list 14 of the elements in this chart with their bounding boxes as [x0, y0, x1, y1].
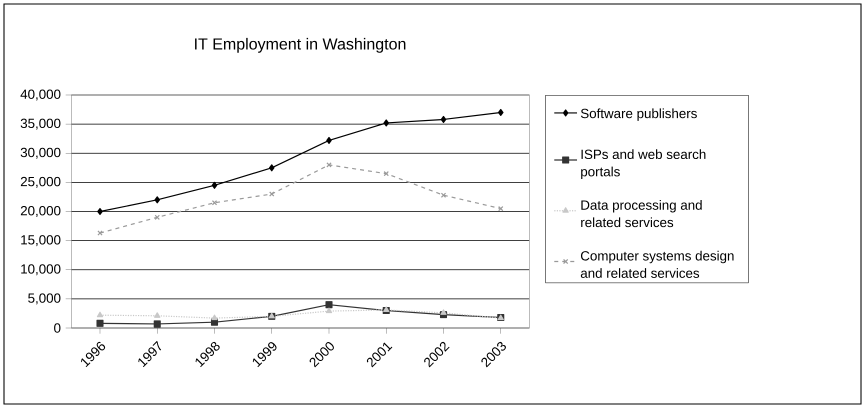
y-tick-label: 25,000	[20, 176, 60, 188]
legend-label: ISPs and web search portals	[581, 149, 706, 180]
legend-label: Computer systems design and related services	[580, 250, 734, 278]
legend-label: Software publishers	[580, 108, 697, 121]
y-tick-label: 35,000	[20, 118, 60, 130]
y-tick-label: 15,000	[21, 235, 60, 246]
y-tick-label: 40,000	[20, 89, 60, 101]
y-tick-label: 10,000	[21, 264, 60, 276]
y-tick-label: 5,000	[28, 293, 60, 304]
y-tick-label: 0	[54, 323, 60, 333]
y-tick-label: 20,000	[20, 206, 60, 218]
chart-title: IT Employment in Washington	[195, 38, 406, 53]
y-tick-label: 30,000	[20, 148, 60, 159]
legend-label: Data processing and related services	[581, 200, 702, 228]
